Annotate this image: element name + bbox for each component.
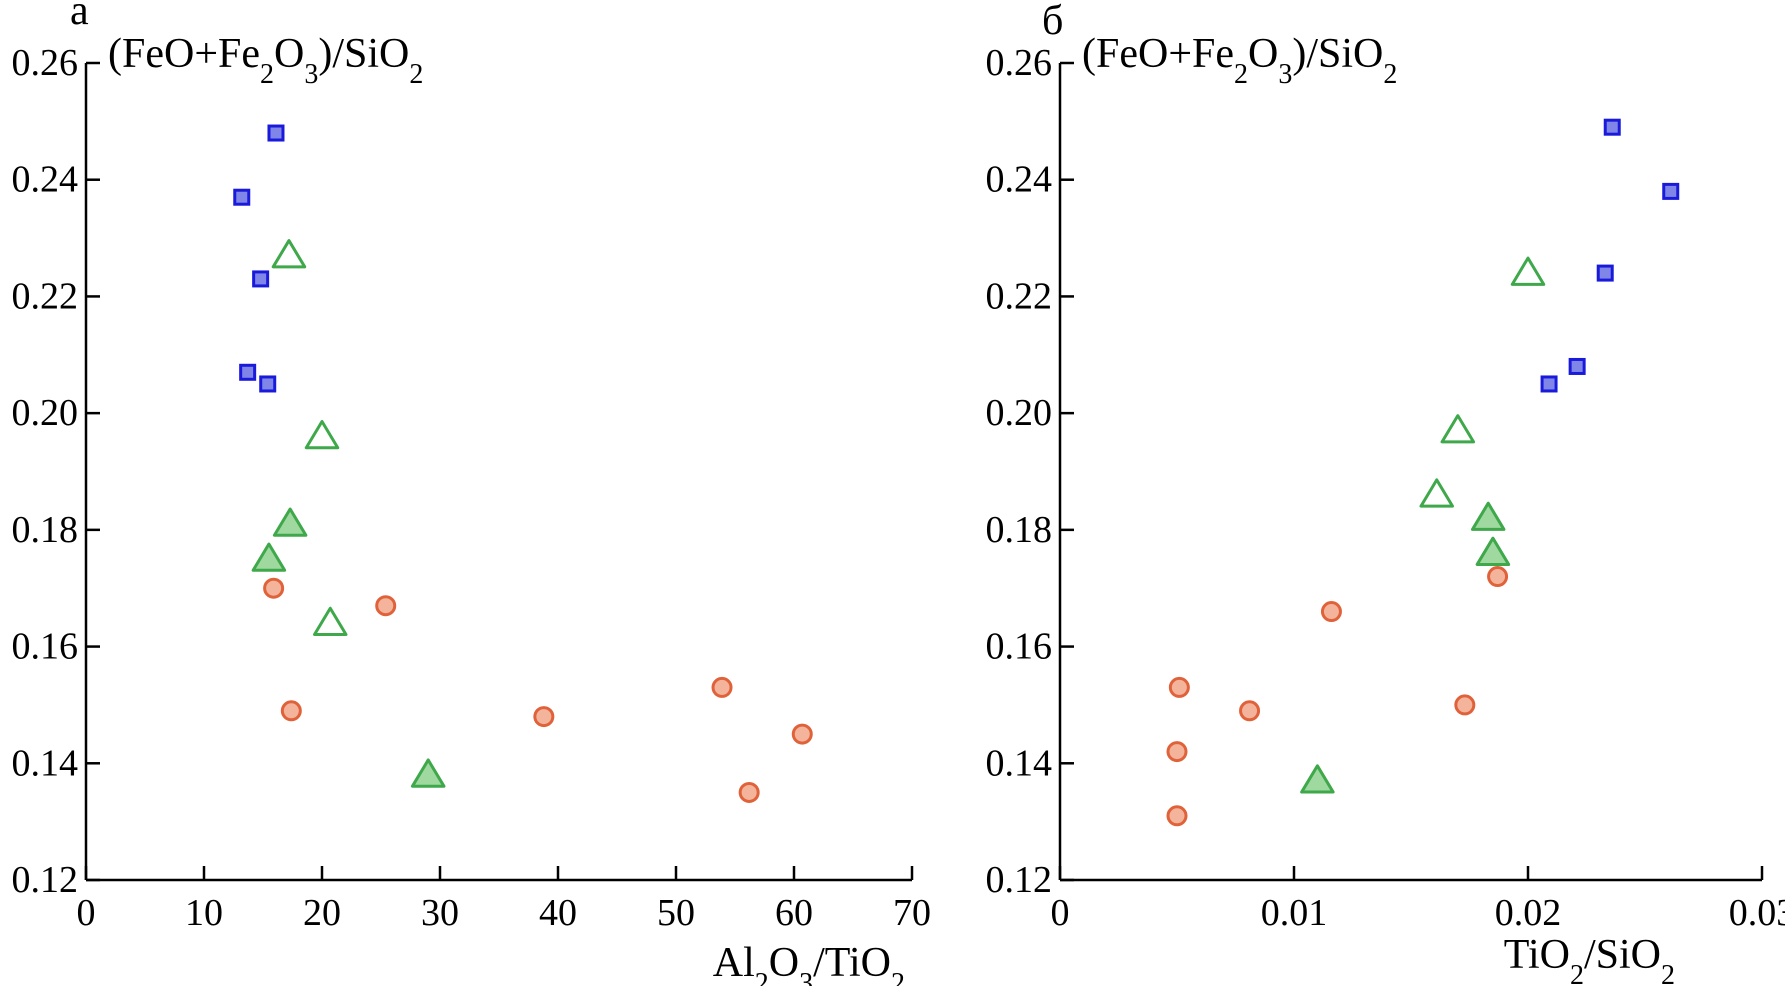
circle-marker bbox=[533, 706, 555, 728]
panel-a-x-tick-label: 10 bbox=[185, 892, 223, 934]
square-marker bbox=[1596, 264, 1614, 282]
panel-a-x-axis-title: Al2O3/TiO2 bbox=[713, 940, 905, 986]
circle-marker bbox=[1487, 566, 1509, 588]
circle-marker bbox=[280, 700, 302, 722]
panel-a-y-tick-label: 0.24 bbox=[12, 159, 79, 201]
panel-a-y-tick-label: 0.20 bbox=[12, 392, 79, 434]
circle-marker bbox=[1320, 601, 1342, 623]
circle-marker bbox=[1239, 700, 1261, 722]
filled-triangle-marker bbox=[251, 542, 287, 572]
circle-marker bbox=[1166, 805, 1188, 827]
panel-b-x-axis-title: TiO2/SiO2 bbox=[1504, 932, 1675, 986]
open-triangle-marker bbox=[1510, 256, 1546, 286]
panel-a-y-tick-label: 0.12 bbox=[12, 859, 79, 901]
filled-triangle-marker bbox=[1300, 764, 1335, 794]
circle-marker bbox=[1454, 694, 1476, 716]
open-triangle-marker bbox=[271, 239, 307, 269]
panel-b-y-tick-label: 0.22 bbox=[986, 275, 1053, 317]
filled-triangle-marker bbox=[272, 507, 308, 537]
panel-a-x-tick-label: 70 bbox=[893, 892, 931, 934]
panel-b: б (FeO+Fe2O3)/SiO2 TiO2/SiO2 0.120.140.1… bbox=[986, 0, 1785, 986]
filled-triangle-marker bbox=[1475, 536, 1511, 566]
circle-marker bbox=[263, 577, 285, 599]
panel-a-x-tick-label: 40 bbox=[539, 892, 577, 934]
open-triangle-marker bbox=[304, 419, 340, 450]
square-marker bbox=[252, 270, 270, 288]
panel-b-y-axis-title: (FeO+Fe2O3)/SiO2 bbox=[1082, 31, 1397, 90]
square-marker bbox=[233, 188, 251, 206]
square-marker bbox=[1603, 118, 1621, 136]
panel-a: а (FeO+Fe2O3)/SiO2 Al2O3/TiO2 0.120.140.… bbox=[12, 0, 932, 986]
panel-b-x-tick-label: 0 bbox=[1051, 892, 1070, 934]
panel-b-x-tick-label: 0.03 bbox=[1729, 892, 1785, 934]
panel-b-y-tick-label: 0.20 bbox=[986, 392, 1053, 434]
panel-a-x-tick-label: 20 bbox=[303, 892, 341, 934]
panel-a-x-tick-label: 0 bbox=[77, 892, 96, 934]
panel-b-y-tick-label: 0.18 bbox=[986, 509, 1053, 551]
open-triangle-marker bbox=[1419, 478, 1454, 508]
panel-a-x-tick-label: 50 bbox=[657, 892, 695, 934]
open-triangle-marker bbox=[1440, 414, 1476, 444]
panel-b-y-tick-label: 0.26 bbox=[986, 42, 1053, 84]
panel-b-x-tick-label: 0.02 bbox=[1495, 892, 1562, 934]
panel-b-x-tick-label: 0.01 bbox=[1261, 892, 1328, 934]
circle-marker bbox=[1168, 676, 1190, 698]
circle-marker bbox=[1166, 741, 1188, 763]
panel-b-y-tick-label: 0.12 bbox=[986, 859, 1053, 901]
square-marker bbox=[267, 124, 285, 142]
square-marker bbox=[1568, 357, 1586, 375]
panel-b-y-tick-label: 0.16 bbox=[986, 626, 1053, 668]
square-marker bbox=[1662, 182, 1680, 200]
circle-marker bbox=[791, 723, 813, 745]
panel-a-plot: 0.12 0.14 0.16 0.18 0.20 0.22 0.24 0.26 0 10 20 30 4… bbox=[12, 42, 932, 934]
filled-triangle-marker bbox=[410, 758, 446, 788]
panel-b-y-tick-label: 0.14 bbox=[986, 742, 1053, 784]
panel-a-y-tick-label: 0.22 bbox=[12, 275, 79, 317]
panel-a-y-tick-label: 0.26 bbox=[12, 42, 79, 84]
panel-a-y-tick-label: 0.16 bbox=[12, 626, 79, 668]
square-marker bbox=[1540, 375, 1558, 393]
panel-a-letter: а bbox=[70, 0, 89, 34]
panel-a-y-tick-label: 0.18 bbox=[12, 509, 79, 551]
panel-a-x-tick-label: 30 bbox=[421, 892, 459, 934]
circle-marker bbox=[711, 676, 733, 698]
circle-marker bbox=[375, 595, 397, 617]
square-marker bbox=[239, 363, 257, 381]
filled-triangle-marker bbox=[1470, 501, 1506, 531]
panel-b-y-tick-label: 0.24 bbox=[986, 159, 1053, 201]
square-marker bbox=[259, 375, 277, 393]
panel-a-x-tick-label: 60 bbox=[775, 892, 813, 934]
panel-a-y-axis-title: (FeO+Fe2O3)/SiO2 bbox=[108, 31, 423, 90]
open-triangle-marker bbox=[313, 606, 348, 636]
panel-a-y-tick-label: 0.14 bbox=[12, 742, 79, 784]
circle-marker bbox=[738, 781, 760, 803]
panel-b-plot: 0.12 0.14 0.16 0.18 0.20 0.22 0.24 0.26 0 0.01 0.0… bbox=[986, 42, 1785, 934]
panel-b-letter: б bbox=[1042, 0, 1063, 44]
